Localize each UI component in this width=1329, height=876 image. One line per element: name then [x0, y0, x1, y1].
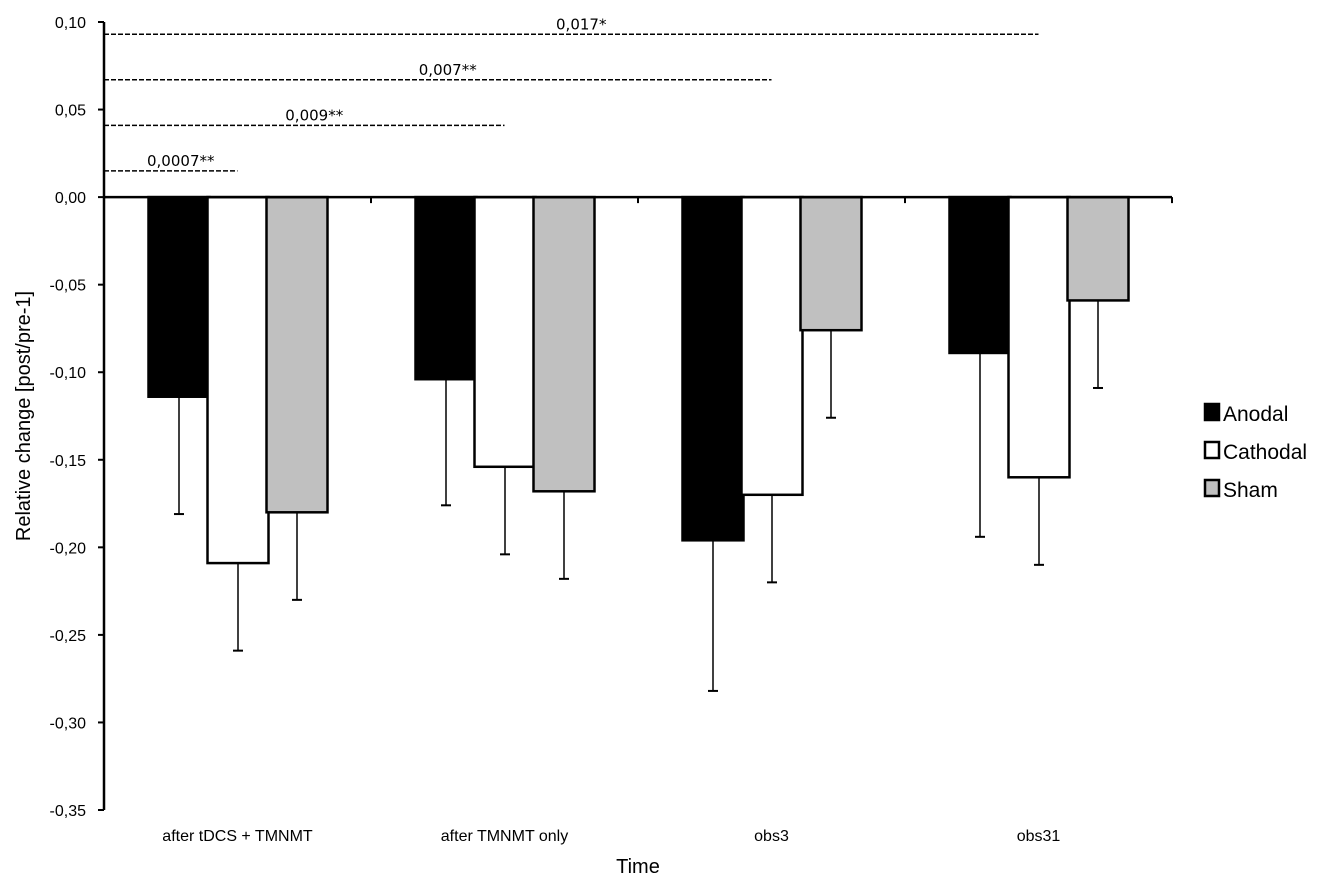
y-tick-label: -0,15 [50, 453, 87, 470]
legend-label-sham: Sham [1223, 479, 1278, 502]
y-tick-label: -0,25 [50, 628, 87, 645]
x-category-label: after tDCS + TMNMT [162, 828, 313, 845]
error-bars [174, 300, 1103, 692]
significance-label-4: 0,017* [556, 15, 607, 33]
significance-label-3: 0,007** [419, 61, 477, 79]
bar-anodal-after-tmnmt-only [414, 195, 478, 381]
x-category-labels: after tDCS + TMNMT after TMNMT only obs3 ob… [162, 828, 1060, 845]
y-axis-title: Relative change [post/pre-1] [13, 291, 35, 541]
significance-label-1: 0,0007** [147, 152, 215, 170]
legend-swatch-sham [1203, 478, 1221, 498]
bar-sham-obs3 [799, 195, 863, 332]
axes [98, 21, 1173, 811]
y-tick-label: 0,05 [55, 103, 86, 120]
x-category-label: obs31 [1017, 828, 1061, 845]
bar-sham-after-tdcs-tmnmt [265, 195, 329, 514]
legend: Anodal Cathodal Sham [1203, 402, 1307, 502]
bar-sham-obs31 [1066, 195, 1130, 302]
y-tick-label: 0,00 [55, 190, 86, 207]
bars [147, 195, 1130, 565]
bar-cathodal-after-tdcs-tmnmt [206, 195, 270, 565]
y-tick-label: -0,35 [50, 803, 87, 820]
significance-annotations: 0,0007** 0,009** 0,007** 0,017* [104, 15, 1039, 172]
y-tick-label: -0,30 [50, 715, 87, 732]
y-tick-label: 0,10 [55, 15, 86, 32]
bar-sham-after-tmnmt-only [532, 195, 596, 493]
y-tick-labels: -0,35 -0,30 -0,25 -0,20 -0,15 -0,10 -0,05 0,00 0… [50, 15, 87, 820]
bar-cathodal-obs3 [740, 195, 804, 497]
y-tick-label: -0,10 [50, 365, 87, 382]
legend-swatch-anodal [1203, 402, 1221, 422]
x-category-label: obs3 [754, 828, 789, 845]
bar-anodal-obs31 [948, 195, 1012, 355]
x-axis-title: Time [616, 856, 660, 876]
legend-label-anodal: Anodal [1223, 403, 1288, 426]
bar-anodal-obs3 [681, 195, 745, 542]
y-tick-label: -0,05 [50, 278, 87, 295]
significance-label-2: 0,009** [285, 106, 343, 124]
bar-anodal-after-tdcs-tmnmt [147, 195, 211, 398]
bar-cathodal-obs31 [1007, 195, 1071, 479]
y-tick-label: -0,20 [50, 540, 87, 557]
x-category-label: after TMNMT only [441, 828, 568, 845]
bar-cathodal-after-tmnmt-only [473, 195, 537, 469]
legend-swatch-cathodal [1203, 440, 1221, 460]
legend-label-cathodal: Cathodal [1223, 441, 1307, 464]
